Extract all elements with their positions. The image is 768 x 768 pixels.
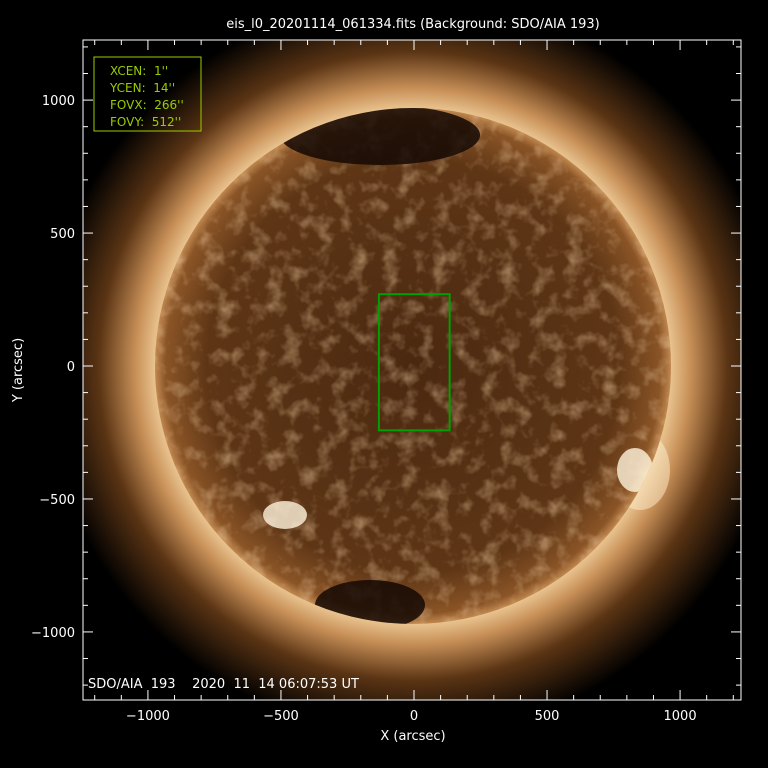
x-tick-label: 1000 <box>664 709 697 724</box>
y-tick-label: −1000 <box>31 626 75 641</box>
y-axis-label: Y (arcsec) <box>11 338 26 403</box>
fov-info-box: XCEN: 1'' YCEN: 14'' FOVX: 266'' FOVY: 5… <box>93 56 202 132</box>
y-tick-label: 500 <box>50 227 75 242</box>
x-tick-label: 500 <box>535 709 560 724</box>
x-tick-label: −1000 <box>126 709 170 724</box>
eis-fov-box <box>377 293 451 432</box>
x-axis-label: X (arcsec) <box>380 729 445 744</box>
y-tick-label: 1000 <box>42 94 75 109</box>
y-tick-label: 0 <box>67 360 75 375</box>
plot-frame <box>82 39 742 701</box>
info-fovy: FOVY: 512'' <box>110 115 181 129</box>
y-tick-label: −500 <box>39 493 75 508</box>
x-tick-label: 0 <box>410 709 418 724</box>
image-caption: SDO/AIA 193 2020 11 14 06:07:53 UT <box>88 677 359 692</box>
bright-plage <box>263 501 307 529</box>
x-tick-label: −500 <box>263 709 299 724</box>
sun-image <box>83 40 741 700</box>
info-xcen: XCEN: 1'' <box>110 64 168 78</box>
info-ycen: YCEN: 14'' <box>109 81 175 95</box>
info-fovx: FOVX: 266'' <box>110 98 184 112</box>
disk-texture <box>155 108 671 624</box>
axis-ticks: −1000 −500 0 500 1000 −1000 −500 0 500 1000 <box>31 40 741 724</box>
plot-title: eis_l0_20201114_061334.fits (Background:… <box>226 17 600 32</box>
